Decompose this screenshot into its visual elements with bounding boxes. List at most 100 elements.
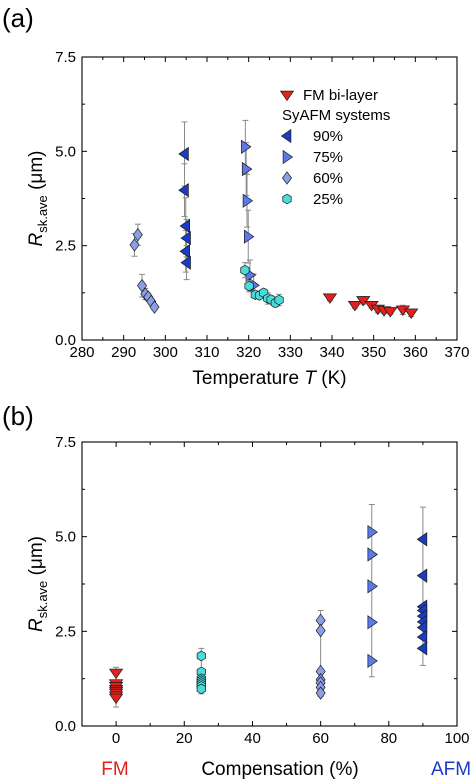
data-point bbox=[244, 229, 255, 244]
data-point bbox=[274, 294, 284, 306]
x-tick-label: 80 bbox=[380, 730, 397, 747]
panel-b-chart: (b) 0 20 40 60 80 100 0.0 2.5 5.0 7.5 Compensation … bbox=[2, 401, 471, 780]
data-point bbox=[367, 524, 378, 540]
panel-label: (b) bbox=[2, 401, 34, 431]
data-point bbox=[244, 280, 254, 292]
y-tick-label: 0.0 bbox=[55, 718, 76, 735]
x-axis-title-text: Temperature bbox=[192, 368, 304, 389]
x-tick-label: 340 bbox=[319, 344, 344, 361]
data-point bbox=[180, 255, 191, 270]
data-point bbox=[178, 146, 189, 162]
x-tick-label: 370 bbox=[444, 344, 469, 361]
x-tick-label: 350 bbox=[361, 344, 386, 361]
data-point bbox=[108, 668, 124, 680]
data-point bbox=[416, 568, 428, 583]
series-60pct bbox=[315, 610, 326, 700]
y-axis-title-symbol: R bbox=[26, 618, 47, 632]
series-75pct bbox=[367, 503, 378, 678]
x-tick-label: 320 bbox=[236, 344, 261, 361]
x-axis-title-unit: (K) bbox=[316, 368, 347, 389]
x-axis-title-symbol: T bbox=[304, 368, 317, 389]
x-tick-label: 20 bbox=[176, 730, 193, 747]
legend-label: 60% bbox=[313, 170, 343, 187]
y-axis-title-subscript: sk.ave bbox=[35, 581, 50, 619]
data-point bbox=[242, 193, 254, 208]
panel-a-chart: (a) 280 290 300 310 320 330 340 350 360 370 0.0 2.5 5… bbox=[2, 3, 470, 389]
y-tick-label: 5.0 bbox=[55, 143, 76, 160]
data-point bbox=[149, 300, 160, 314]
x-tick-label: 360 bbox=[403, 344, 428, 361]
data-point bbox=[367, 615, 378, 630]
data-point bbox=[416, 532, 428, 547]
x-tick-label: 330 bbox=[278, 344, 303, 361]
x-tick-label: 60 bbox=[312, 730, 329, 747]
legend-marker bbox=[280, 128, 292, 144]
series-60pct bbox=[129, 223, 160, 314]
series-25pct bbox=[240, 262, 284, 309]
data-point bbox=[241, 161, 253, 177]
data-point bbox=[196, 650, 206, 662]
data-point bbox=[108, 693, 124, 705]
data-point bbox=[322, 293, 338, 304]
data-point bbox=[416, 641, 428, 656]
data-point bbox=[315, 623, 326, 638]
y-axis-title-unit: (μm) bbox=[26, 150, 47, 195]
legend-title: SyAFM systems bbox=[282, 107, 390, 124]
y-tick-label: 7.5 bbox=[55, 49, 76, 66]
x-tick-label: 300 bbox=[153, 344, 178, 361]
legend-marker bbox=[282, 193, 292, 205]
afm-end-label: AFM bbox=[431, 759, 471, 780]
legend-marker bbox=[282, 149, 294, 165]
data-point bbox=[383, 307, 398, 318]
y-axis-title-symbol: R bbox=[26, 233, 47, 247]
y-axis-title: Rsk.ave (μm) bbox=[26, 150, 50, 246]
series-FM bbox=[108, 666, 124, 708]
y-tick-label: 2.5 bbox=[55, 623, 76, 640]
data-point bbox=[180, 230, 191, 246]
x-tick-label: 100 bbox=[444, 730, 469, 747]
legend-label: 90% bbox=[313, 128, 343, 145]
y-tick-label: 2.5 bbox=[55, 238, 76, 255]
data-point bbox=[178, 183, 189, 198]
data-point bbox=[347, 301, 363, 312]
x-tick-label: 290 bbox=[111, 344, 136, 361]
x-tick-label: 0 bbox=[112, 730, 120, 747]
data-point bbox=[129, 238, 140, 252]
series-90pct bbox=[416, 506, 428, 666]
fm-end-label: FM bbox=[101, 759, 128, 780]
legend: FM bi-layer 90% 75% 60% 25% SyAFM systems bbox=[279, 87, 390, 208]
x-tick-label: 280 bbox=[69, 344, 94, 361]
data-point bbox=[404, 308, 419, 319]
data-point bbox=[315, 686, 326, 700]
y-axis-title-unit: (μm) bbox=[26, 536, 47, 581]
series-90pct bbox=[178, 121, 191, 281]
data-point bbox=[132, 227, 143, 242]
data-point bbox=[367, 653, 378, 669]
data-point bbox=[416, 620, 428, 635]
y-tick-label: 7.5 bbox=[55, 434, 76, 451]
series-FM bbox=[322, 293, 419, 319]
legend-label: FM bi-layer bbox=[303, 87, 378, 104]
x-axis-title: Temperature T (K) bbox=[192, 368, 346, 389]
panel-label: (a) bbox=[2, 3, 34, 33]
data-point bbox=[196, 683, 206, 695]
x-tick-label: 40 bbox=[244, 730, 261, 747]
data-point bbox=[367, 579, 378, 594]
legend-marker bbox=[279, 90, 295, 102]
data-point bbox=[179, 218, 190, 234]
x-axis-title: Compensation (%) bbox=[201, 759, 358, 780]
y-axis-title: Rsk.ave (μm) bbox=[26, 536, 50, 632]
data-point bbox=[367, 547, 378, 562]
y-tick-label: 0.0 bbox=[55, 332, 76, 349]
x-tick-label: 310 bbox=[194, 344, 219, 361]
series-75pct bbox=[241, 119, 260, 298]
legend-marker bbox=[282, 171, 292, 185]
data-point bbox=[179, 244, 190, 259]
y-tick-label: 5.0 bbox=[55, 529, 76, 546]
data-point bbox=[240, 264, 250, 276]
data-point bbox=[416, 629, 428, 645]
series-25pct bbox=[196, 647, 206, 695]
legend-label: 75% bbox=[313, 149, 343, 166]
legend-label: 25% bbox=[313, 191, 343, 208]
